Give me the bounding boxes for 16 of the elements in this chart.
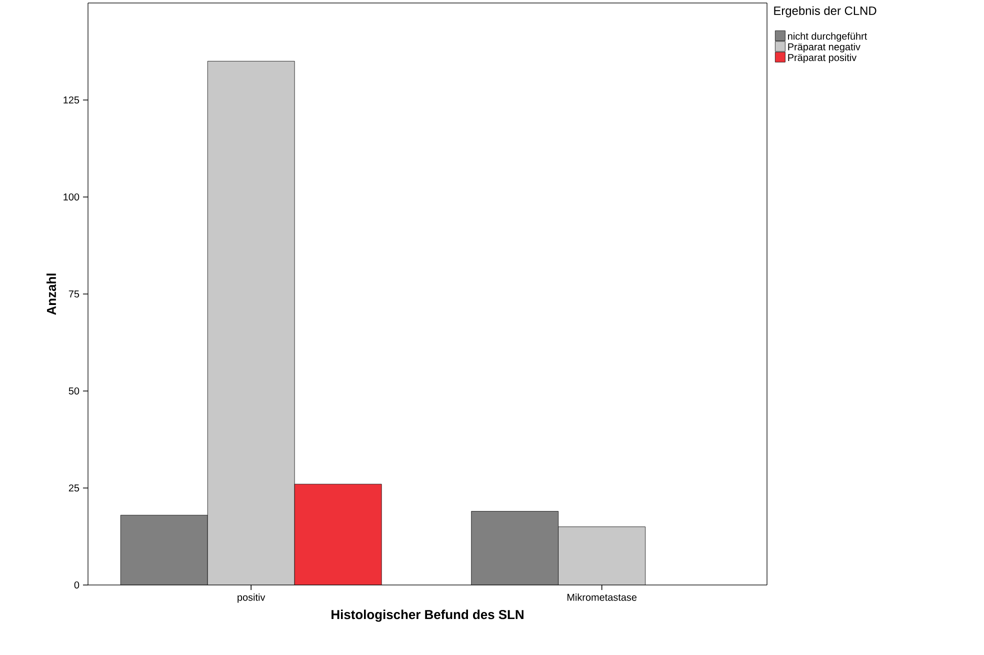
x-axis-title: Histologischer Befund des SLN <box>332 610 524 622</box>
legend-title: Ergebnis der CLND <box>774 6 876 18</box>
y-tick-label: 75 <box>68 290 80 298</box>
bar <box>207 60 295 585</box>
x-tick-label: positiv <box>238 594 266 603</box>
y-tick-label: 125 <box>64 96 80 104</box>
y-tick-label: 25 <box>68 484 80 492</box>
y-tick-label: 100 <box>64 193 80 201</box>
y-tick-label: 50 <box>68 387 80 395</box>
x-tick-label: Mikrometastase <box>567 594 637 601</box>
y-axis-title: Anzahl <box>46 274 56 315</box>
y-tick-label: 0 <box>74 581 80 589</box>
legend-label: Präparat negativ <box>788 43 860 52</box>
bar <box>558 526 646 585</box>
legend-label: nicht durchgeführt <box>788 32 868 42</box>
legend-label: Präparat positiv <box>788 54 857 64</box>
